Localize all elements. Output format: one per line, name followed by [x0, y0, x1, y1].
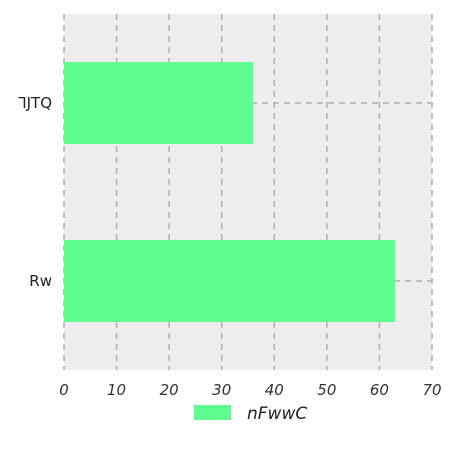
legend-label: nFwwC: [247, 404, 307, 424]
x-tick-label: 60: [370, 381, 389, 399]
category-label: ⅂JTQ: [18, 94, 52, 112]
y-axis-categories: ⅂JTQ Rw: [18, 94, 52, 290]
x-tick-label: 10: [107, 381, 126, 399]
category-label: Rw: [29, 272, 52, 290]
bar: [64, 62, 253, 144]
x-tick-label: 40: [265, 381, 284, 399]
legend: nFwwC: [194, 404, 307, 424]
x-tick-label: 0: [59, 381, 69, 399]
x-tick-label: 50: [317, 381, 336, 399]
x-tick-label: 20: [160, 381, 179, 399]
x-tick-label: 70: [422, 381, 441, 399]
legend-swatch: [194, 405, 231, 420]
x-tick-label: 30: [212, 381, 231, 399]
x-axis-ticks: 0 10 20 30 40 50 60 70: [59, 381, 441, 399]
bar: [64, 240, 395, 322]
